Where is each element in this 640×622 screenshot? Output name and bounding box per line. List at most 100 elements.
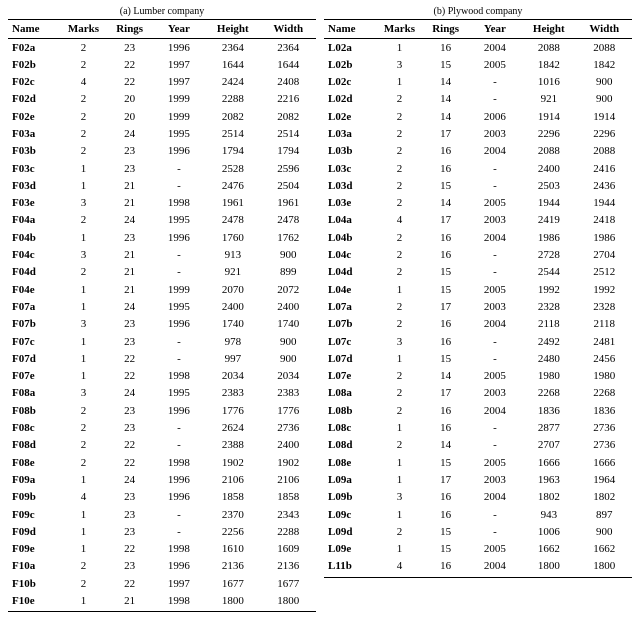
cell-value: 2596: [261, 160, 316, 177]
cell-value: 1609: [261, 541, 316, 558]
table-row: F09b423199618581858: [8, 489, 316, 506]
cell-name: F03a: [8, 125, 60, 142]
cell-value: 1: [60, 160, 106, 177]
cell-value: 2004: [469, 229, 521, 246]
cell-value: 16: [423, 489, 469, 506]
col-year: Year: [469, 20, 521, 39]
cell-value: 1: [60, 229, 106, 246]
cell-name: F10e: [8, 593, 60, 612]
cell-value: 2072: [261, 281, 316, 298]
cell-value: 2005: [469, 368, 521, 385]
cell-name: F09c: [8, 506, 60, 523]
cell-value: 1944: [521, 195, 576, 212]
cell-value: 2492: [521, 333, 576, 350]
cell-name: L09c: [324, 506, 376, 523]
cell-value: 15: [423, 523, 469, 540]
cell-value: 1998: [153, 368, 205, 385]
cell-value: 1842: [521, 56, 576, 73]
cell-name: F04d: [8, 264, 60, 281]
cell-value: 2: [60, 39, 106, 57]
cell-value: 2005: [469, 454, 521, 471]
cell-value: 23: [107, 558, 153, 575]
table-row: F08a324199523832383: [8, 385, 316, 402]
cell-value: 1: [376, 541, 422, 558]
left-panel: (a) Lumber company Name Marks Rings Year…: [8, 6, 316, 612]
cell-value: 23: [107, 143, 153, 160]
cell-value: 2478: [205, 212, 260, 229]
cell-value: -: [153, 177, 205, 194]
cell-name: F02b: [8, 56, 60, 73]
cell-value: 1858: [261, 489, 316, 506]
cell-value: 2: [376, 91, 422, 108]
table-row: L04c216-27282704: [324, 247, 632, 264]
cell-value: 1999: [153, 108, 205, 125]
cell-name: F03d: [8, 177, 60, 194]
cell-value: 2: [376, 368, 422, 385]
cell-name: F08c: [8, 420, 60, 437]
table-row: L03a217200322962296: [324, 125, 632, 142]
cell-value: -: [153, 437, 205, 454]
table-row: F07a124199524002400: [8, 298, 316, 315]
cell-value: 2512: [577, 264, 632, 281]
cell-value: 2400: [261, 298, 316, 315]
cell-value: -: [469, 74, 521, 91]
cell-value: 2736: [261, 420, 316, 437]
cell-value: -: [153, 160, 205, 177]
cell-value: 2383: [261, 385, 316, 402]
table-row: F08c223-26242736: [8, 420, 316, 437]
cell-value: 900: [261, 350, 316, 367]
table-row: L02c114-1016900: [324, 74, 632, 91]
cell-value: 2400: [205, 298, 260, 315]
cell-value: 900: [577, 523, 632, 540]
cell-value: 2456: [577, 350, 632, 367]
table-row: L03e214200519441944: [324, 195, 632, 212]
cell-value: 2082: [205, 108, 260, 125]
cell-value: 1666: [577, 454, 632, 471]
cell-name: F03e: [8, 195, 60, 212]
cell-value: 2: [376, 437, 422, 454]
cell-value: 2004: [469, 489, 521, 506]
cell-value: 2005: [469, 281, 521, 298]
cell-value: 899: [261, 264, 316, 281]
cell-value: 2: [60, 91, 106, 108]
cell-value: 1986: [521, 229, 576, 246]
cell-value: 2088: [577, 39, 632, 57]
cell-value: 2004: [469, 143, 521, 160]
cell-value: 16: [423, 420, 469, 437]
cell-value: 1902: [261, 454, 316, 471]
cell-name: L02d: [324, 91, 376, 108]
cell-name: L07a: [324, 298, 376, 315]
cell-name: F04a: [8, 212, 60, 229]
cell-value: 2118: [521, 316, 576, 333]
cell-name: L07d: [324, 350, 376, 367]
cell-value: 2: [376, 523, 422, 540]
cell-value: 2005: [469, 541, 521, 558]
table-row: L02e214200619141914: [324, 108, 632, 125]
cell-value: 16: [423, 247, 469, 264]
cell-value: 2: [376, 160, 422, 177]
cell-name: F02d: [8, 91, 60, 108]
cell-value: 921: [521, 91, 576, 108]
cell-value: 2003: [469, 125, 521, 142]
cell-value: 2004: [469, 316, 521, 333]
cell-value: 23: [107, 39, 153, 57]
col-name: Name: [8, 20, 60, 39]
cell-value: 1964: [577, 471, 632, 488]
cell-value: 1776: [261, 402, 316, 419]
cell-value: 1016: [521, 74, 576, 91]
cell-value: 2503: [521, 177, 576, 194]
cell-value: 2436: [577, 177, 632, 194]
cell-value: 24: [107, 298, 153, 315]
cell-value: 15: [423, 350, 469, 367]
table-row: F04a224199524782478: [8, 212, 316, 229]
cell-value: 22: [107, 74, 153, 91]
cell-value: -: [153, 523, 205, 540]
cell-value: 4: [376, 212, 422, 229]
cell-value: 1: [60, 368, 106, 385]
table-row: F02e220199920822082: [8, 108, 316, 125]
cell-value: 2481: [577, 333, 632, 350]
cell-value: 1999: [153, 281, 205, 298]
cell-value: 900: [261, 333, 316, 350]
cell-value: 23: [107, 229, 153, 246]
cell-value: 1800: [205, 593, 260, 612]
